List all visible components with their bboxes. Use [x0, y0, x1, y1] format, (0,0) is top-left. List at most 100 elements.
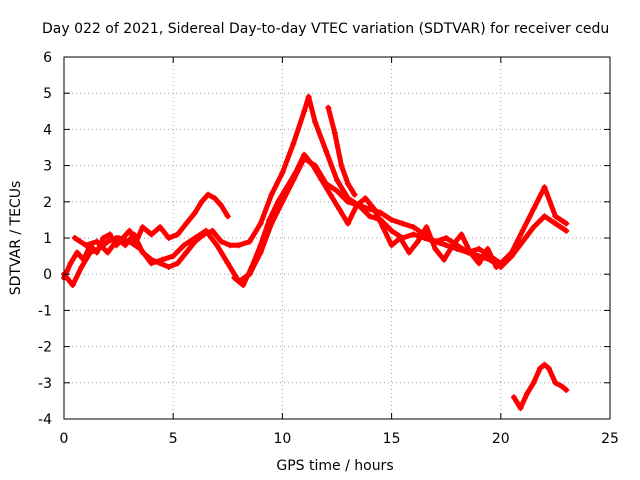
data-point	[137, 245, 144, 252]
y-tick-label: 4	[43, 122, 52, 138]
data-point	[552, 379, 559, 386]
data-point	[467, 249, 474, 256]
data-point	[310, 162, 316, 169]
x-tick-label: 10	[273, 431, 291, 447]
data-point	[325, 104, 332, 111]
data-point	[192, 209, 198, 216]
data-point	[318, 177, 325, 184]
y-tick-label: 0	[43, 267, 52, 283]
data-point	[203, 227, 209, 234]
data-point	[301, 108, 308, 115]
data-point	[290, 140, 297, 147]
data-point	[82, 242, 89, 249]
data-point	[399, 220, 406, 227]
data-point	[541, 213, 548, 220]
series-line	[325, 105, 357, 198]
data-point	[231, 274, 238, 281]
data-point	[476, 245, 482, 252]
x-tick-label: 15	[383, 431, 401, 447]
x-tick-label: 20	[492, 431, 510, 447]
data-point	[530, 206, 537, 212]
data-point	[344, 198, 351, 205]
data-point	[104, 249, 111, 256]
data-point	[510, 394, 517, 401]
data-point	[327, 191, 334, 198]
data-point	[240, 282, 247, 289]
data-point	[362, 195, 369, 202]
y-axis-label: SDTVAR / TECUs	[8, 181, 24, 296]
data-point	[104, 238, 111, 245]
series-line	[511, 362, 569, 411]
data-point	[508, 253, 515, 260]
data-point	[268, 191, 275, 198]
data-point	[519, 227, 526, 234]
y-tick-label: -1	[38, 303, 52, 319]
data-point	[283, 184, 290, 191]
data-point	[159, 256, 166, 263]
data-point	[211, 195, 218, 202]
data-point	[87, 249, 94, 256]
data-point	[541, 361, 548, 368]
data-point	[122, 242, 129, 249]
data-point	[257, 242, 264, 249]
series-layer	[61, 93, 570, 412]
data-point	[519, 238, 526, 245]
data-point	[126, 227, 133, 234]
data-point	[69, 282, 76, 289]
data-point	[170, 253, 177, 260]
data-point	[484, 245, 491, 252]
data-point	[148, 231, 155, 238]
data-point	[530, 379, 537, 386]
y-tick-label: 3	[43, 159, 52, 175]
data-point	[224, 213, 231, 220]
data-point	[410, 224, 417, 231]
data-point	[476, 260, 482, 267]
y-tick-label: -4	[38, 412, 52, 428]
data-point	[541, 184, 548, 191]
data-point	[148, 260, 155, 267]
data-point	[338, 162, 345, 169]
data-point	[130, 231, 137, 238]
data-point	[563, 220, 570, 227]
data-point	[192, 235, 198, 241]
x-tick-label: 0	[60, 431, 69, 447]
data-point	[441, 256, 447, 263]
series-track-e	[325, 104, 358, 198]
data-point	[379, 224, 386, 231]
data-point	[174, 231, 181, 238]
data-point	[377, 209, 384, 216]
data-point	[205, 191, 212, 198]
data-point	[157, 224, 164, 231]
data-point	[388, 242, 395, 249]
series-track-f	[510, 361, 570, 412]
data-point	[336, 206, 343, 212]
data-point	[248, 264, 255, 270]
data-point	[563, 387, 570, 393]
series-line	[231, 152, 508, 288]
data-point	[351, 191, 358, 198]
data-point	[410, 231, 417, 238]
data-point	[552, 220, 559, 227]
data-point	[209, 227, 216, 234]
x-tick-label: 5	[169, 431, 178, 447]
data-point	[371, 206, 378, 212]
y-tick-label: 6	[43, 50, 52, 66]
data-point	[552, 213, 559, 220]
series-line	[61, 94, 569, 288]
data-point	[305, 93, 312, 100]
data-point	[100, 235, 107, 241]
data-point	[93, 238, 100, 245]
data-point	[493, 264, 500, 270]
y-axis: -4 -3 -2 -1 0 1 2 3 4 5 6	[38, 50, 610, 428]
data-point	[353, 202, 360, 209]
data-point	[397, 235, 404, 241]
data-point	[563, 227, 570, 234]
x-axis: 0 5 10 15 20 25	[60, 57, 619, 447]
data-point	[139, 224, 146, 231]
data-point	[74, 249, 81, 256]
data-point	[537, 365, 544, 372]
data-point	[545, 365, 552, 372]
data-point	[443, 242, 450, 249]
data-point	[183, 249, 190, 256]
data-point	[165, 264, 172, 270]
